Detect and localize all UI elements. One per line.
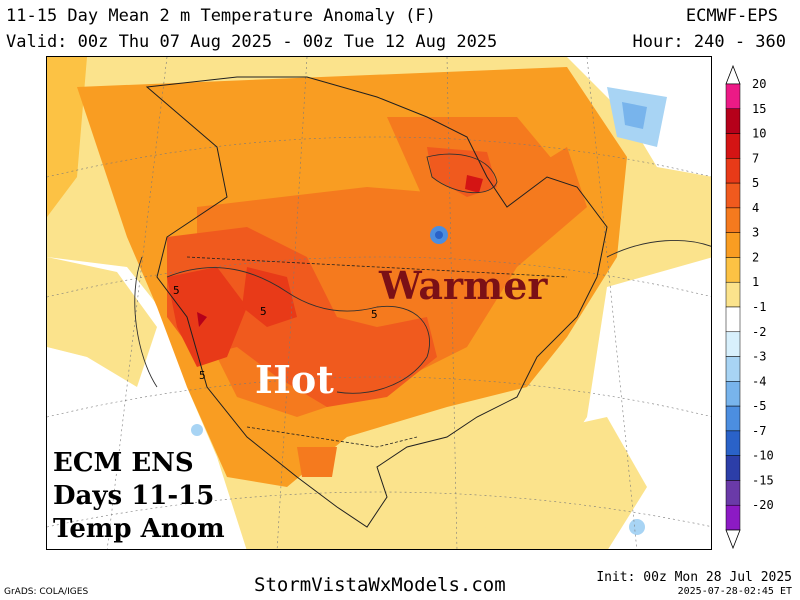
- color-scale-swatch: [725, 504, 741, 531]
- mexico-4f: [297, 447, 337, 477]
- hudson-10f-spot: [465, 175, 483, 193]
- anomaly-10f-spot: [197, 312, 207, 327]
- color-scale-label: -3: [752, 350, 766, 364]
- us-mexico-border: [246, 426, 418, 448]
- contour-lines: [134, 153, 711, 394]
- color-scale-label: 3: [752, 226, 759, 240]
- north-america-coastline: [145, 76, 608, 528]
- color-scale-label: -10: [752, 449, 774, 463]
- color-scale-label: 1: [752, 275, 759, 289]
- color-scale-swatch: [725, 455, 741, 481]
- color-scale-label: -20: [752, 498, 774, 512]
- color-scale-label: 4: [752, 201, 759, 215]
- color-scale-swatch: [725, 207, 741, 233]
- contour-label: 5: [199, 369, 206, 382]
- color-scale-swatch: [725, 257, 741, 283]
- ens-caption-line: Temp Anom: [53, 514, 225, 544]
- hot-label: Hot: [255, 357, 334, 402]
- labrador-cool-core: [622, 102, 647, 129]
- site-credit: StormVistaWxModels.com: [254, 574, 506, 596]
- anomaly-field: [47, 57, 711, 549]
- pacific-zone: [47, 57, 87, 217]
- gulf-warm-zone: [477, 417, 647, 549]
- color-scale-swatch: [725, 430, 741, 456]
- ens-caption: ECM ENS Days 11-15 Temp Anom: [53, 447, 225, 546]
- color-scale-swatch: [725, 405, 741, 432]
- color-scale-swatch: [725, 232, 741, 258]
- color-scale-label: 7: [752, 151, 759, 165]
- color-scale-swatch: [725, 83, 741, 110]
- graticule: [47, 57, 711, 549]
- color-scale-label: 15: [752, 102, 766, 116]
- color-scale-label: 10: [752, 127, 766, 141]
- pacific-warm-tongue: [47, 257, 157, 387]
- color-scale-label: -2: [752, 325, 766, 339]
- forecast-hour: Hour: 240 - 360: [632, 32, 786, 52]
- color-scale-swatch: [725, 331, 741, 357]
- color-scale-swatches: [725, 64, 741, 550]
- color-scale-swatch: [725, 182, 741, 209]
- color-scale-label: 5: [752, 176, 759, 190]
- color-scale-swatch: [725, 281, 741, 308]
- caribbean-cool-spot: [629, 519, 645, 535]
- grads-credit: GrADS: COLA/IGES: [4, 587, 89, 597]
- generation-timestamp: 2025-07-28-02:45 ET: [677, 586, 792, 597]
- warmer-label: Warmer: [379, 263, 548, 308]
- init-time: Init: 00z Mon 28 Jul 2025: [596, 570, 792, 585]
- baja-cool-spot: [191, 424, 203, 436]
- color-scale-bottom-arrow: [725, 529, 741, 550]
- contour-label: 5: [173, 284, 180, 297]
- ens-caption-line: ECM ENS: [53, 448, 194, 478]
- color-scale-swatch: [725, 108, 741, 134]
- color-scale-label: -1: [752, 300, 766, 314]
- color-scale-labels: 20 15 10 7 5 4 3 2 1 -1 -2 -3 -4 -5 -7 -10 -15 -20: [752, 77, 774, 512]
- color-scale-swatch: [725, 356, 741, 382]
- anomaly-map: 5 5 5 5 Warmer Hot ECM ENS Days 11-15 Te…: [46, 56, 712, 550]
- great-lakes-cool-core: [435, 231, 443, 239]
- color-scale-swatch: [725, 381, 741, 407]
- color-scale-swatch: [725, 480, 741, 506]
- color-scale-swatch: [725, 133, 741, 159]
- color-scale-label: 20: [752, 77, 766, 91]
- color-scale-top-arrow: [725, 64, 741, 85]
- color-scale-swatch: [725, 306, 741, 333]
- color-scale-label: -15: [752, 473, 774, 487]
- contour-label: 5: [371, 308, 378, 321]
- anomaly-7f-basin: [242, 267, 297, 327]
- us-canada-border: [186, 256, 568, 278]
- model-name: ECMWF-EPS: [685, 6, 778, 26]
- map-title: 11-15 Day Mean 2 m Temperature Anomaly (…: [6, 6, 436, 26]
- color-scale-bar: 20 15 10 7 5 4 3 2 1 -1 -2 -3 -4 -5 -7 -10 -15 -20: [725, 64, 774, 550]
- color-scale-label: -7: [752, 424, 766, 438]
- color-scale-label: -5: [752, 399, 766, 413]
- color-scale-swatch: [725, 158, 741, 184]
- color-scale-label: -4: [752, 374, 766, 388]
- anomaly-5f: [167, 227, 437, 407]
- color-scale-label: 2: [752, 250, 759, 264]
- ens-caption-line: Days 11-15: [53, 481, 215, 511]
- valid-period: Valid: 00z Thu 07 Aug 2025 - 00z Tue 12 …: [6, 32, 498, 52]
- contour-label: 5: [260, 305, 267, 318]
